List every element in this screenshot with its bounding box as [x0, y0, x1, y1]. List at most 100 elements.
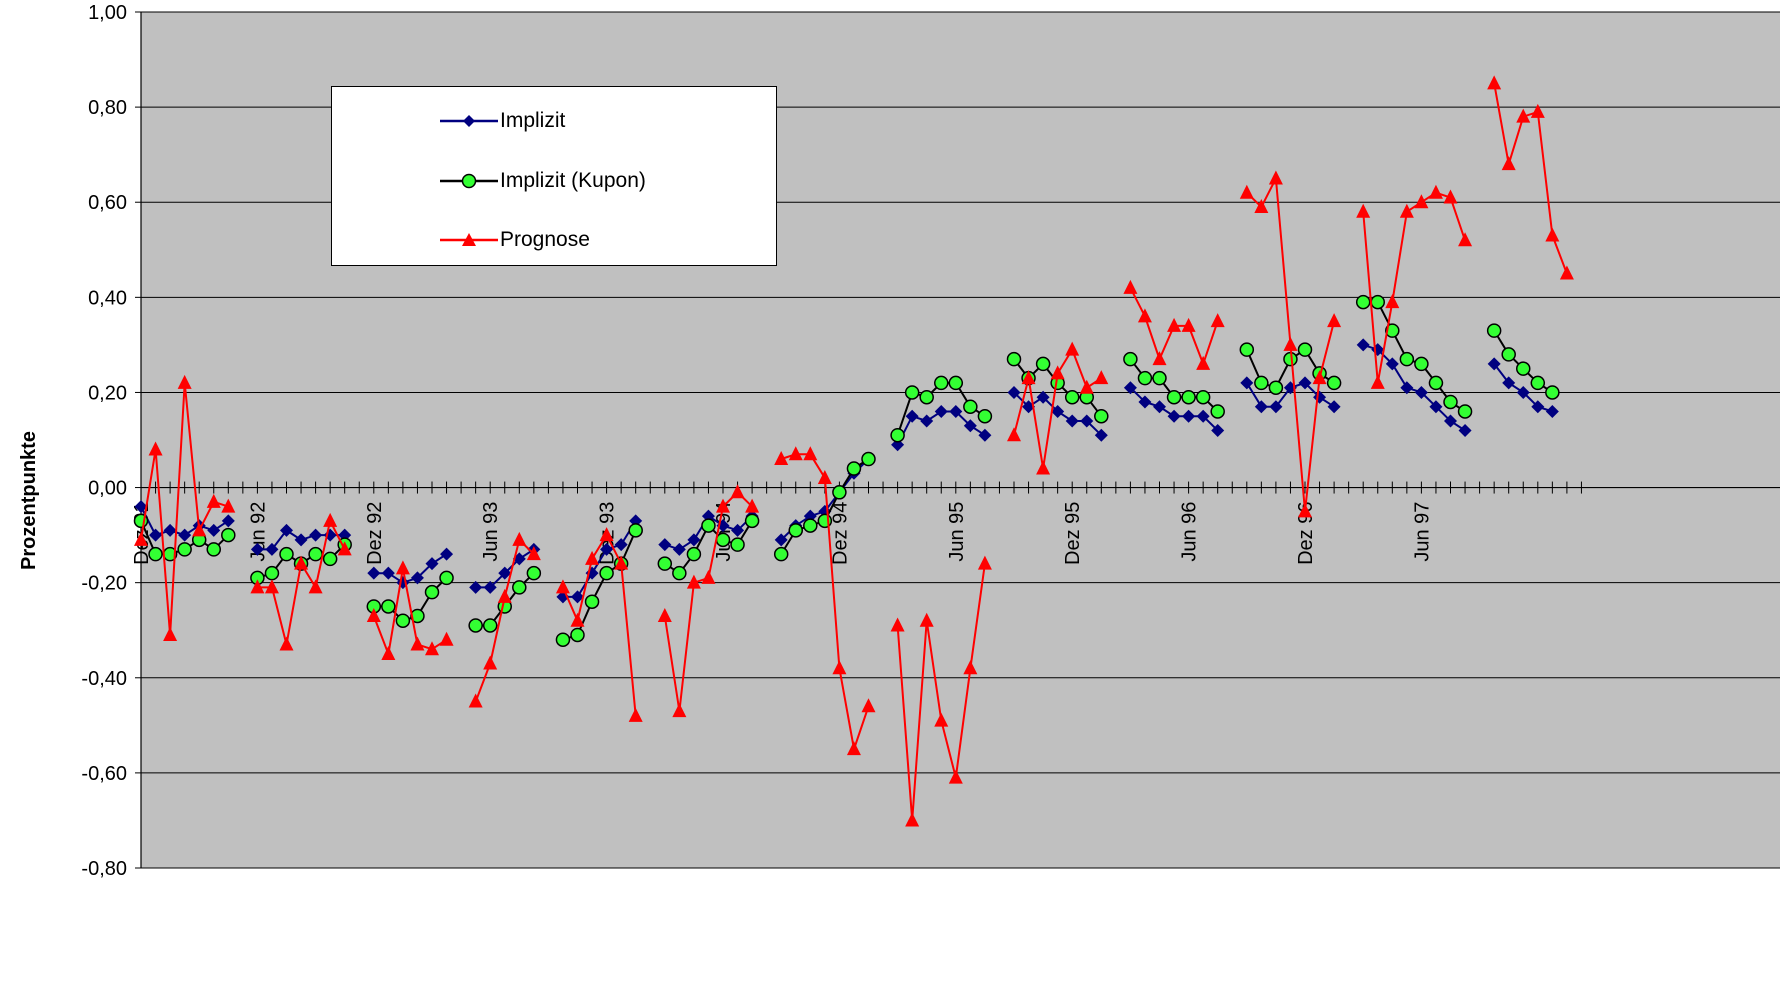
data-point	[1195, 389, 1211, 405]
data-point	[367, 566, 381, 580]
data-point	[1530, 103, 1545, 118]
data-point	[1254, 198, 1269, 213]
data-point	[1399, 351, 1415, 367]
y-axis-tick-labels: 1,00 0,80 0,60 0,40 0,20 0,00 -0,20 -0,40 -0,60 -…	[81, 2, 141, 880]
y-tick-label: 1,00	[88, 2, 127, 24]
data-point	[221, 498, 236, 513]
data-point	[672, 542, 686, 556]
data-point	[178, 528, 192, 542]
data-point	[1414, 385, 1428, 399]
data-point	[1239, 342, 1255, 357]
data-point	[745, 498, 760, 513]
data-point	[410, 636, 425, 651]
x-tick-label: Jun 93	[480, 502, 502, 562]
data-point	[1182, 409, 1196, 423]
data-point	[1327, 400, 1341, 414]
legend-item-prognose: Prognose	[440, 225, 590, 255]
data-point	[1210, 313, 1225, 328]
data-point	[250, 579, 265, 594]
y-tick-label: -0,80	[81, 858, 127, 880]
data-point	[1094, 408, 1109, 424]
data-point	[686, 546, 702, 562]
data-point	[628, 707, 643, 722]
data-point	[468, 693, 483, 708]
data-point	[934, 712, 949, 727]
data-point	[294, 555, 309, 570]
data-point	[817, 470, 832, 485]
data-point	[1065, 341, 1080, 356]
x-tick-label: Jun 92	[247, 502, 269, 562]
data-point	[716, 498, 730, 513]
data-point	[366, 607, 381, 622]
data-point	[265, 542, 279, 556]
data-point	[468, 618, 483, 633]
data-point	[308, 579, 323, 594]
data-point	[919, 389, 934, 405]
y-tick-label: -0,60	[81, 763, 127, 785]
x-tick-label: Jun 94	[713, 502, 735, 562]
data-point	[264, 579, 279, 594]
data-point	[323, 512, 338, 527]
data-point	[1516, 385, 1530, 399]
data-point	[1443, 189, 1458, 204]
data-point	[1268, 170, 1283, 185]
data-point	[1400, 381, 1414, 395]
data-point	[846, 741, 861, 756]
data-point	[1487, 75, 1502, 90]
data-point	[1210, 404, 1225, 419]
data-point	[1036, 460, 1051, 475]
y-tick-label: 0,20	[88, 382, 127, 404]
data-point	[1502, 376, 1516, 390]
data-point	[526, 546, 541, 561]
triangle-marker-icon	[440, 233, 498, 246]
data-point	[1196, 409, 1210, 423]
data-point	[555, 632, 571, 647]
data-point	[774, 533, 788, 547]
data-point	[526, 565, 542, 581]
data-point	[1167, 317, 1182, 332]
data-point	[1123, 381, 1137, 395]
data-point	[148, 441, 163, 456]
data-point	[1035, 356, 1051, 372]
data-point	[1355, 294, 1371, 310]
data-point	[1356, 203, 1371, 218]
data-point	[1414, 356, 1429, 372]
y-axis-title: Prozentpunkte	[14, 300, 44, 700]
data-point	[1094, 428, 1108, 442]
data-point	[1545, 385, 1560, 400]
data-point	[1370, 374, 1385, 389]
x-tick-label: Dez 95	[1062, 502, 1084, 565]
data-point	[687, 533, 701, 547]
legend-label-implizit-kupon: Implizit (Kupon)	[500, 169, 646, 192]
data-point	[1021, 370, 1036, 385]
data-point	[614, 555, 629, 570]
data-point	[1137, 308, 1152, 323]
data-point	[1327, 313, 1342, 328]
data-point	[1196, 355, 1211, 370]
data-point	[1501, 156, 1516, 171]
data-point	[221, 514, 235, 528]
data-point	[440, 547, 454, 561]
data-point	[1326, 375, 1342, 391]
x-tick-label: Jun 95	[946, 502, 968, 562]
data-point	[1458, 423, 1472, 437]
data-point	[1254, 375, 1269, 391]
data-point	[381, 646, 396, 660]
data-point	[730, 537, 745, 552]
data-point	[571, 590, 584, 604]
legend-item-implizit-kupon: Implizit (Kupon)	[440, 166, 646, 196]
data-point	[497, 588, 512, 603]
y-axis-title-text: Prozentpunkte	[17, 430, 40, 570]
data-point	[1559, 265, 1574, 280]
data-point	[1428, 184, 1443, 199]
data-point	[599, 565, 614, 581]
data-point	[570, 627, 585, 643]
data-point	[1268, 380, 1284, 395]
data-point	[628, 523, 643, 538]
data-point	[1458, 232, 1473, 247]
data-point	[1152, 351, 1167, 366]
data-point	[715, 532, 731, 548]
data-point	[658, 538, 672, 552]
data-point	[395, 613, 411, 628]
